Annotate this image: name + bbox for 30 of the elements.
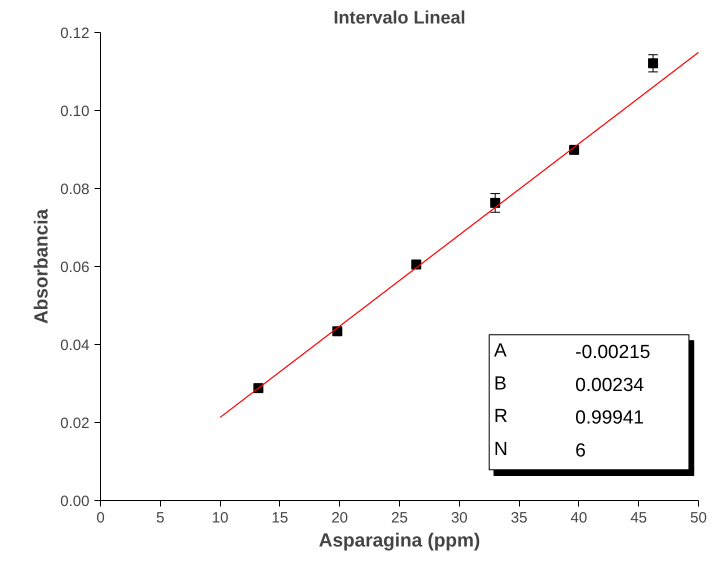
annotation: -0.00215	[575, 342, 650, 364]
annotation: B	[494, 373, 507, 394]
x-tick-label: 40	[570, 510, 588, 526]
point	[648, 58, 658, 68]
annotation: N	[494, 438, 508, 460]
y-tick-label: 0.02	[60, 415, 90, 432]
annotation: 6	[575, 440, 586, 462]
y-tick-label: 0.10	[60, 103, 90, 120]
x-tick-label: 45	[630, 510, 648, 526]
x-axis-title: Asparagina (ppm)	[318, 530, 480, 552]
x-tick-label: 10	[212, 510, 228, 526]
x-tick-label: 5	[156, 510, 164, 526]
x-tick-label: 15	[272, 510, 288, 526]
x-tick-label: 25	[391, 510, 408, 526]
x-tick-label: 30	[450, 510, 468, 526]
x-tick-label: 20	[331, 510, 348, 526]
y-tick-label: 0.08	[60, 181, 90, 198]
x-tick-label: 35	[510, 510, 528, 526]
y-tick-label: 0.00	[60, 493, 90, 510]
annotation: 0.00234	[575, 374, 644, 396]
annotation: 0.99941	[575, 408, 644, 429]
annotation: R	[494, 406, 508, 428]
y-tick-label: 0.04	[60, 337, 90, 354]
chart-title: Intervalo Lineal	[333, 8, 466, 28]
y-tick-label: 0.06	[60, 259, 90, 276]
y-tick-label: 0.12	[60, 25, 90, 42]
x-tick-label: 0	[96, 510, 105, 526]
annotation: A	[494, 340, 507, 362]
x-tick-label: 50	[690, 510, 707, 526]
y-axis-title: Absorbancia	[31, 208, 52, 324]
